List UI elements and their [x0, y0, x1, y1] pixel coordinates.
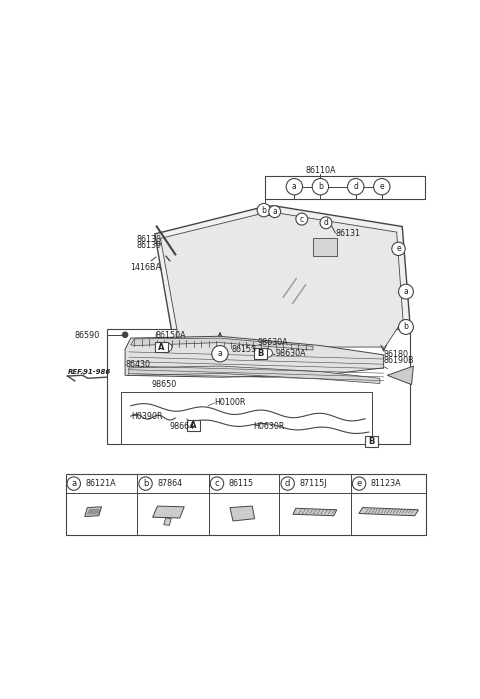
Circle shape	[398, 319, 413, 334]
Text: d: d	[353, 182, 358, 192]
Text: B: B	[369, 437, 375, 446]
Polygon shape	[230, 506, 254, 521]
Circle shape	[122, 332, 128, 338]
Text: a: a	[292, 182, 297, 192]
Circle shape	[398, 284, 413, 299]
Text: e: e	[357, 479, 362, 488]
Text: 86180: 86180	[384, 350, 408, 359]
Circle shape	[286, 178, 302, 195]
Text: A: A	[190, 421, 196, 430]
Polygon shape	[164, 518, 171, 526]
Text: d: d	[285, 479, 290, 488]
Text: B: B	[258, 350, 264, 359]
Circle shape	[269, 206, 281, 217]
Circle shape	[164, 343, 172, 352]
Text: 87864: 87864	[157, 479, 182, 488]
Polygon shape	[125, 336, 384, 377]
Text: 98650: 98650	[151, 380, 176, 389]
FancyBboxPatch shape	[313, 238, 337, 257]
Polygon shape	[129, 366, 380, 384]
Text: 98630A: 98630A	[257, 338, 288, 347]
Text: 87115J: 87115J	[300, 479, 327, 488]
Circle shape	[139, 477, 152, 490]
FancyBboxPatch shape	[264, 176, 424, 199]
FancyBboxPatch shape	[155, 342, 168, 352]
Circle shape	[348, 178, 364, 195]
Text: 86121A: 86121A	[85, 479, 116, 488]
Circle shape	[67, 477, 81, 490]
Polygon shape	[293, 508, 337, 516]
Text: e: e	[396, 245, 401, 253]
Polygon shape	[131, 338, 313, 350]
Text: a: a	[71, 479, 76, 488]
Text: a: a	[217, 350, 222, 359]
FancyBboxPatch shape	[66, 474, 426, 535]
Text: 86190B: 86190B	[384, 356, 414, 365]
Circle shape	[312, 178, 329, 195]
Text: 98664: 98664	[170, 422, 195, 431]
Text: c: c	[215, 479, 219, 488]
FancyBboxPatch shape	[187, 420, 200, 431]
Text: 81123A: 81123A	[371, 479, 402, 488]
Text: 86150A: 86150A	[156, 331, 187, 340]
Text: H0100R: H0100R	[215, 398, 246, 407]
Text: b: b	[404, 322, 408, 331]
Text: 1416BA: 1416BA	[130, 263, 161, 272]
Circle shape	[320, 217, 332, 229]
Text: H0630R: H0630R	[253, 422, 285, 431]
Text: 86139: 86139	[136, 240, 161, 250]
Circle shape	[296, 213, 308, 225]
FancyBboxPatch shape	[254, 348, 267, 359]
Text: REF.91-986: REF.91-986	[67, 369, 111, 375]
Text: H0390R: H0390R	[132, 412, 163, 421]
Text: b: b	[318, 182, 323, 192]
Text: A: A	[158, 343, 165, 352]
Text: 86590: 86590	[75, 331, 100, 340]
Polygon shape	[85, 507, 101, 517]
Circle shape	[373, 178, 390, 195]
Text: 86110A: 86110A	[305, 166, 336, 175]
Text: d: d	[324, 218, 328, 227]
Circle shape	[264, 349, 273, 357]
Polygon shape	[160, 212, 403, 347]
Text: a: a	[272, 207, 277, 216]
FancyBboxPatch shape	[365, 436, 378, 447]
Text: a: a	[404, 287, 408, 296]
Text: 86153: 86153	[231, 345, 256, 354]
Text: b: b	[262, 206, 266, 215]
Circle shape	[212, 345, 228, 362]
Text: 98630A: 98630A	[276, 350, 306, 359]
FancyBboxPatch shape	[121, 392, 372, 444]
Circle shape	[210, 477, 224, 490]
Text: e: e	[380, 182, 384, 192]
Text: b: b	[143, 479, 148, 488]
Circle shape	[281, 477, 294, 490]
Text: c: c	[300, 215, 304, 224]
Text: 86138: 86138	[136, 235, 161, 244]
Text: 86131: 86131	[335, 229, 360, 238]
Polygon shape	[359, 507, 419, 516]
Polygon shape	[387, 366, 413, 384]
Circle shape	[392, 242, 405, 256]
Polygon shape	[155, 206, 410, 353]
Circle shape	[257, 203, 271, 217]
Text: 86430: 86430	[125, 361, 150, 369]
Text: 86115: 86115	[229, 479, 254, 488]
FancyBboxPatch shape	[107, 329, 410, 444]
Circle shape	[352, 477, 366, 490]
Polygon shape	[153, 506, 184, 518]
